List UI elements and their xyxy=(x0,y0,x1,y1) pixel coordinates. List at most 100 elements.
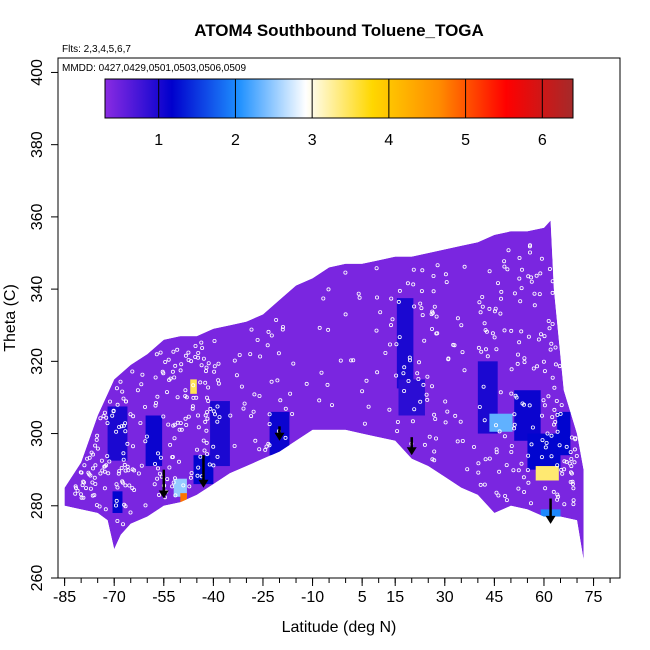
sample-point xyxy=(557,364,562,369)
sample-point xyxy=(114,429,119,434)
sample-point xyxy=(97,504,102,509)
sample-point xyxy=(351,358,356,363)
sample-point xyxy=(452,343,457,348)
sample-point xyxy=(176,459,181,464)
sample-point xyxy=(538,271,543,276)
colorbar-tick-label: 4 xyxy=(384,132,393,149)
sample-point xyxy=(572,447,577,452)
x-axis: -85 -70 -55 -40 -25 -10 5 15 30 45 60 75 xyxy=(53,578,611,606)
sample-point xyxy=(553,345,558,350)
sample-point xyxy=(556,494,561,499)
sample-point xyxy=(102,410,107,415)
sample-point xyxy=(412,407,417,412)
sample-point xyxy=(123,468,128,473)
sample-point xyxy=(90,480,95,485)
sample-point xyxy=(435,331,440,336)
sample-point xyxy=(204,395,209,400)
colorbar-tick-label: 2 xyxy=(231,132,240,149)
sample-point xyxy=(234,373,239,378)
sample-point xyxy=(366,404,371,409)
sample-point xyxy=(543,445,548,450)
field-cell xyxy=(145,415,163,467)
sample-point xyxy=(199,340,204,345)
x-tick-label: 15 xyxy=(386,589,404,606)
sample-point xyxy=(155,394,160,399)
sample-point xyxy=(542,369,547,374)
sample-point xyxy=(216,361,221,366)
sample-point xyxy=(75,488,80,493)
sample-point xyxy=(181,483,186,488)
sample-point xyxy=(503,493,508,498)
sample-point xyxy=(86,470,91,475)
sample-point xyxy=(411,267,416,272)
sample-point xyxy=(278,398,283,403)
sample-point xyxy=(522,489,527,494)
sample-point xyxy=(424,392,429,397)
sample-point xyxy=(265,343,270,348)
sample-point xyxy=(170,484,175,489)
sample-point xyxy=(73,491,78,496)
sample-point xyxy=(267,412,272,417)
sample-point xyxy=(410,419,415,424)
sample-point xyxy=(564,444,569,449)
sample-point xyxy=(257,393,262,398)
sample-point xyxy=(495,281,500,286)
sample-point xyxy=(171,480,176,485)
sample-point xyxy=(205,452,210,457)
sample-point xyxy=(183,353,188,358)
sample-point xyxy=(374,328,379,333)
sample-point xyxy=(217,415,222,420)
sample-point xyxy=(517,276,522,281)
sample-point xyxy=(419,289,424,294)
sample-point xyxy=(504,498,509,503)
sample-point xyxy=(251,409,256,414)
sample-point xyxy=(541,398,546,403)
sample-point xyxy=(118,379,123,384)
y-tick-label: 260 xyxy=(29,565,46,592)
sample-point xyxy=(435,263,440,268)
sample-point xyxy=(104,463,109,468)
sample-point xyxy=(179,362,184,367)
sample-point xyxy=(203,413,208,418)
sample-point xyxy=(73,484,78,489)
sample-point xyxy=(395,429,400,434)
y-tick-label: 380 xyxy=(29,131,46,158)
sample-point xyxy=(291,361,296,366)
sample-point xyxy=(516,468,521,473)
sample-point xyxy=(121,396,126,401)
colorbar-tick-label: 6 xyxy=(538,132,547,149)
sample-points xyxy=(73,243,579,527)
sample-point xyxy=(81,479,86,484)
profile-arrow xyxy=(198,455,209,488)
sample-point xyxy=(540,413,545,418)
sample-point xyxy=(494,490,499,495)
sample-point xyxy=(239,384,244,389)
sample-point xyxy=(204,428,209,433)
sample-point xyxy=(153,400,158,405)
sample-point xyxy=(502,264,507,269)
sample-point xyxy=(144,434,149,439)
sample-point xyxy=(125,464,130,469)
sample-point xyxy=(108,399,113,404)
sample-point xyxy=(525,468,530,473)
sample-point xyxy=(93,443,98,448)
sample-point xyxy=(519,286,524,291)
sample-point xyxy=(206,398,211,403)
sample-point xyxy=(554,398,559,403)
sample-point xyxy=(111,408,116,413)
sample-point xyxy=(115,402,120,407)
sample-point xyxy=(122,502,127,507)
sample-point xyxy=(170,369,175,374)
sample-point xyxy=(550,321,555,326)
sample-point xyxy=(274,317,279,322)
sample-point xyxy=(396,299,401,304)
sample-point xyxy=(434,314,439,319)
sample-point xyxy=(375,370,380,375)
x-tick-label: -70 xyxy=(103,589,126,606)
sample-point xyxy=(105,421,110,426)
sample-point xyxy=(490,331,495,336)
sample-point xyxy=(514,395,519,400)
sample-point xyxy=(280,324,285,329)
sample-point xyxy=(527,403,532,408)
